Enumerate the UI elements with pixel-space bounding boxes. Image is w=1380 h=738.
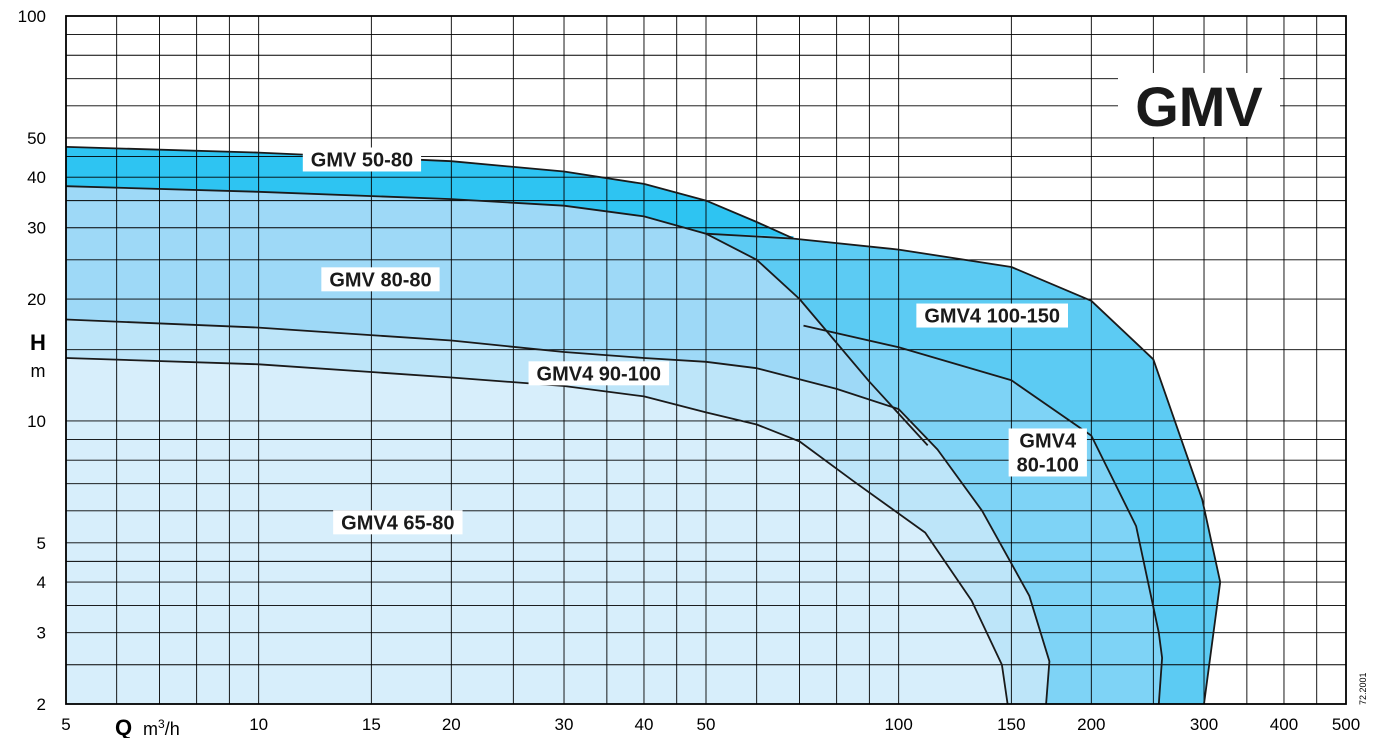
region-label-text: GMV 50-80 <box>311 149 413 171</box>
performance-curves <box>65 146 1222 705</box>
x-axis-symbol: Q <box>115 715 132 738</box>
x-tick-label: 50 <box>697 715 716 734</box>
curve-gmv4-65-80 <box>65 357 1009 705</box>
region-label-text: GMV4 <box>1019 430 1077 452</box>
curve-gmv4-90-100 <box>65 318 1051 705</box>
region-label-bg <box>528 361 670 386</box>
x-tick-label: 200 <box>1077 715 1105 734</box>
y-axis-unit: m <box>31 361 46 381</box>
x-tick-label: 40 <box>635 715 654 734</box>
performance-regions <box>66 146 1221 704</box>
y-tick-label: 20 <box>27 290 46 309</box>
curve-gmv4-100-150 <box>793 237 1222 705</box>
region-label-text: GMV4 90-100 <box>537 363 662 385</box>
x-tick-label: 5 <box>61 715 70 734</box>
x-tick-label: 20 <box>442 715 461 734</box>
region-label-bg <box>1008 428 1087 477</box>
x-axis-ticks: 5 10 15 20 30 40 50 100 150 200 300 400 500 <box>61 715 1360 734</box>
region-label-bg <box>916 303 1069 328</box>
x-tick-label: 150 <box>997 715 1025 734</box>
region-label-bg <box>302 147 422 172</box>
region-labels: GMV 50-80 GMV 80-80 GMV4 100-150 GMV4 90-10… <box>302 147 1087 535</box>
region-label-bg <box>321 267 440 292</box>
y-tick-label: 3 <box>37 624 46 643</box>
y-axis-symbol: H <box>30 330 46 355</box>
y-tick-label: 10 <box>27 412 46 431</box>
curve-junction <box>705 232 794 240</box>
chart-grid <box>66 16 1346 704</box>
y-tick-label: 40 <box>27 168 46 187</box>
y-tick-label: 30 <box>27 219 46 238</box>
x-tick-label: 400 <box>1270 715 1298 734</box>
y-axis-label: H m <box>30 330 46 381</box>
x-tick-label: 300 <box>1190 715 1218 734</box>
curve-gmv-50-80 <box>65 146 794 240</box>
y-tick-label: 4 <box>37 573 46 592</box>
region-label: GMV 80-80 <box>321 267 440 292</box>
title-badge-bg <box>1118 73 1280 137</box>
region-label: GMV 50-80 <box>302 147 422 172</box>
region-gmv4-65-80 <box>66 358 1008 704</box>
x-tick-label: 100 <box>884 715 912 734</box>
x-axis-label: Q m3/h <box>115 715 180 738</box>
x-axis-unit: m3/h <box>143 717 180 738</box>
curve-gmv4-80-100 <box>803 324 1163 705</box>
x-tick-label: 500 <box>1332 715 1360 734</box>
region-label-bg <box>333 510 463 535</box>
title-badge: GMV <box>1118 73 1280 138</box>
curve-gmv-80-80 <box>65 185 929 447</box>
region-label-text: GMV4 65-80 <box>341 512 454 534</box>
region-label: GMV4 100-150 <box>916 303 1069 328</box>
plot-frame <box>65 15 1347 705</box>
y-axis-ticks: 2 3 4 5 10 20 30 40 50 100 <box>18 7 46 714</box>
x-tick-label: 15 <box>362 715 381 734</box>
region-label-text: GMV4 100-150 <box>924 306 1060 328</box>
region-label: GMV4 65-80 <box>333 510 463 535</box>
x-tick-label: 10 <box>249 715 268 734</box>
region-label-text: GMV 80-80 <box>329 269 431 291</box>
y-tick-label: 50 <box>27 129 46 148</box>
region-label: GMV4 90-100 <box>528 361 670 386</box>
region-label-text-line2: 80-100 <box>1017 454 1079 476</box>
x-tick-label: 30 <box>555 715 574 734</box>
y-tick-label: 100 <box>18 7 46 26</box>
figure-code: 72.2001 <box>1358 672 1368 705</box>
y-tick-label: 2 <box>37 695 46 714</box>
y-tick-label: 5 <box>37 534 46 553</box>
chart-title: GMV <box>1135 75 1263 138</box>
